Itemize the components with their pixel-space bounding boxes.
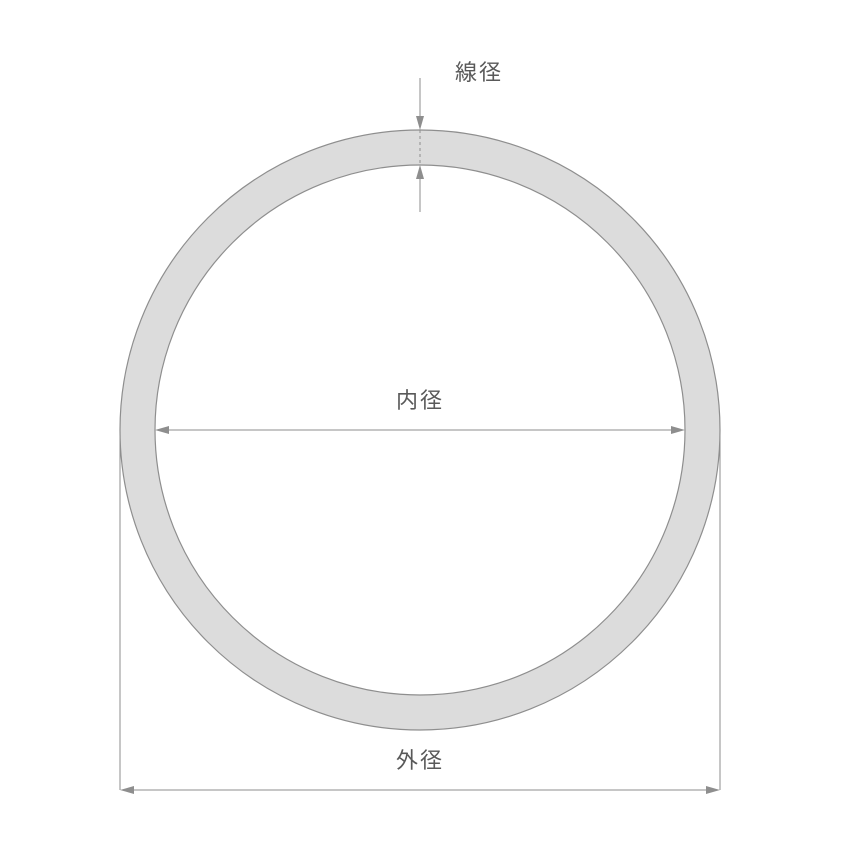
wire-diameter-label: 線径 [455, 55, 503, 87]
inner-diameter-label: 内径 [396, 383, 444, 415]
outer-diameter-label: 外径 [396, 743, 444, 775]
ring-dimension-diagram: 線径内径外径 [0, 0, 850, 850]
